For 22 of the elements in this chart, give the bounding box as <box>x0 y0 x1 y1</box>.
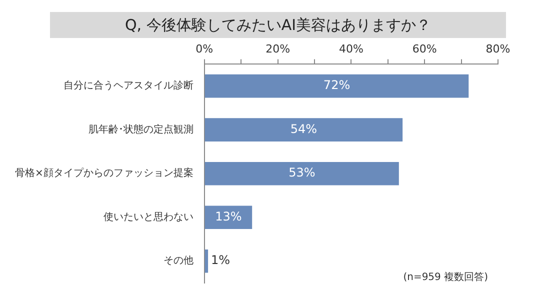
x-tick-label: 60% <box>412 42 437 56</box>
bar <box>204 74 469 98</box>
y-tick-label: その他 <box>163 254 194 267</box>
bar <box>204 118 403 142</box>
bar <box>204 162 399 186</box>
x-tick-label: 0% <box>196 42 214 56</box>
y-tick-label: 骨格×顔タイプからのファッション提案 <box>14 167 194 180</box>
annotation: (n=959 複数回答) <box>403 270 488 284</box>
data-label: 1% <box>211 253 230 268</box>
bar <box>204 206 252 230</box>
y-tick-label: 自分に合うヘアスタイル診断 <box>63 80 194 92</box>
y-tick-label: 使いたいと思わない <box>103 212 194 223</box>
data-label: 53% <box>288 166 316 180</box>
data-label: 54% <box>290 122 318 136</box>
x-tick-label: 20% <box>266 42 290 56</box>
data-label: 72% <box>323 78 350 92</box>
data-label: 13% <box>215 209 242 224</box>
chart-title: Q, 今後体験してみたいAI美容はありますか？ <box>50 12 506 38</box>
x-tick-label: 80% <box>486 42 510 56</box>
y-tick-label: 肌年齢･状態の定点観測 <box>88 123 194 136</box>
bar <box>204 249 208 273</box>
x-tick-label: 40% <box>338 42 364 56</box>
